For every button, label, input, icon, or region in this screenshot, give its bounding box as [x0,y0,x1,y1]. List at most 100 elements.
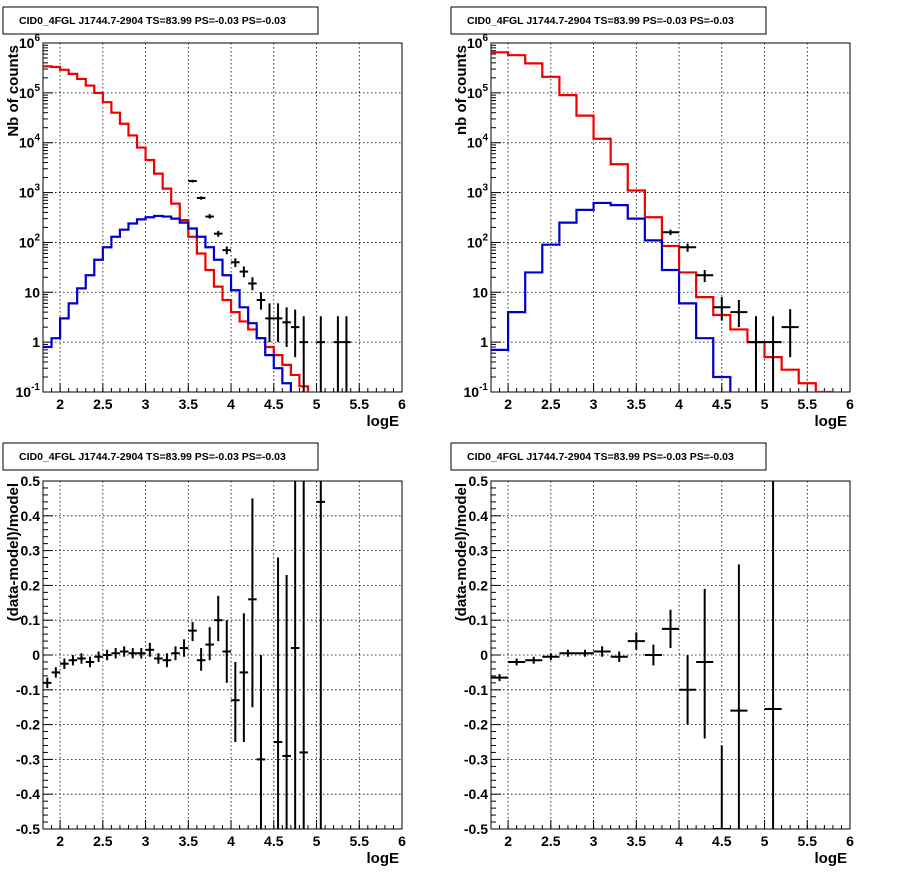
data-point [764,481,782,829]
data-point [188,179,197,183]
data-point [713,297,731,321]
data-point [747,316,765,392]
data-point [145,642,155,657]
data-point [179,639,189,657]
data-point [213,230,223,237]
data-point [154,653,163,664]
data-point [248,498,257,708]
y-tick-label: 0.5 [469,473,489,489]
y-tick-label: 0.3 [21,543,41,559]
y-tick-label: -0.3 [16,751,40,767]
data-point [68,655,78,666]
x-tick-label: 4.5 [712,396,732,412]
x-tick-label: 2.5 [541,396,561,412]
y-tick-label: 0.2 [21,577,41,593]
x-tick-label: 2 [56,396,64,412]
data-point [222,620,232,683]
y-tick-label: 104 [467,133,489,151]
data-point [256,292,266,310]
x-tick-label: 6 [398,396,406,412]
data-point [627,632,645,650]
data-point [239,266,249,278]
chart-title: CID0_4FGL J1744.7-2904 TS=83.99 PS=-0.03… [19,451,286,463]
data-point [60,658,69,669]
y-tick-label: -0.4 [16,786,40,802]
y-tick-label: 0.2 [469,577,489,593]
series-line-2 [43,214,292,392]
data-point [730,300,748,328]
x-tick-label: 2 [56,833,64,849]
x-tick-label: 4 [675,396,683,412]
y-tick-label: -0.2 [464,717,488,733]
y-tick-label: 106 [467,33,489,51]
data-point [559,649,577,657]
title-box [450,442,767,471]
data-point [576,649,594,657]
chart-panel-4: 2 2.5 3 3.5 4 4.5 5 5.5 6 -0.5 -0.4 -0.3 -0.2 -0.1 0 0.… [450,442,854,867]
y-tick-label: 0.1 [469,612,489,628]
y-tick-label: 0.5 [21,473,41,489]
x-tick-label: 5.5 [798,396,818,412]
data-point [205,214,214,219]
data-point [119,646,129,657]
title-box [2,6,319,35]
data-point [128,648,138,659]
y-tick-label: 10 [472,284,488,300]
data-point [593,646,611,657]
data-point [256,655,266,829]
x-tick-label: 3.5 [179,833,199,849]
data-point [102,649,112,661]
x-tick-label: 2.5 [93,396,113,412]
y-tick-label: 10-1 [464,382,489,400]
data-layer [43,65,351,392]
data-point [222,246,232,255]
data-point [43,677,52,689]
y-tick-label: 0.4 [21,508,41,524]
x-tick-label: 4 [675,833,683,849]
y-tick-label: -0.3 [464,751,488,767]
data-point [239,613,249,742]
x-tick-label: 4.5 [264,396,284,412]
data-point [171,646,180,661]
y-tick-label: 1 [480,334,488,350]
data-point [231,258,240,268]
data-layer [43,481,326,829]
y-tick-label: 0 [32,647,40,663]
y-tick-label: 10 [24,284,40,300]
plot-frame [490,42,851,393]
data-point [290,309,300,358]
data-point [265,303,274,343]
data-point [316,316,326,392]
chart-title: CID0_4FGL J1744.7-2904 TS=83.99 PS=-0.03… [467,15,734,27]
data-point [137,648,146,659]
data-point [299,481,308,829]
x-tick-label: 4.5 [712,833,732,849]
data-point [299,316,308,392]
chart-panel-3: 2 2.5 3 3.5 4 4.5 5 5.5 6 -0.5 -0.4 -0.3 -0.2 -0.1 0 0.… [2,442,406,867]
x-tick-label: 2 [504,396,512,412]
data-point [679,243,697,252]
data-point [679,655,697,725]
x-tick-label: 5.5 [798,833,818,849]
data-point [213,595,223,642]
data-point [508,658,526,666]
x-tick-label: 5 [313,833,321,849]
y-tick-label: -0.4 [464,786,488,802]
x-tick-label: 6 [398,833,406,849]
data-point [644,644,662,666]
data-point [525,656,543,664]
data-point [696,588,714,739]
title-box [2,442,319,471]
y-tick-label: -0.2 [16,717,40,733]
x-axis-label: logE [367,850,400,867]
plot-frame [42,42,403,393]
data-point [610,651,628,662]
data-point [162,653,172,668]
data-point [51,667,61,678]
x-tick-label: 3 [590,833,598,849]
data-layer [491,51,835,392]
y-tick-label: -0.5 [464,821,488,837]
chart-panel-1: 2 2.5 3 3.5 4 4.5 5 5.5 6 10-1 1 10 102 103 104 105 106 C… [2,6,406,430]
data-point [333,316,343,392]
